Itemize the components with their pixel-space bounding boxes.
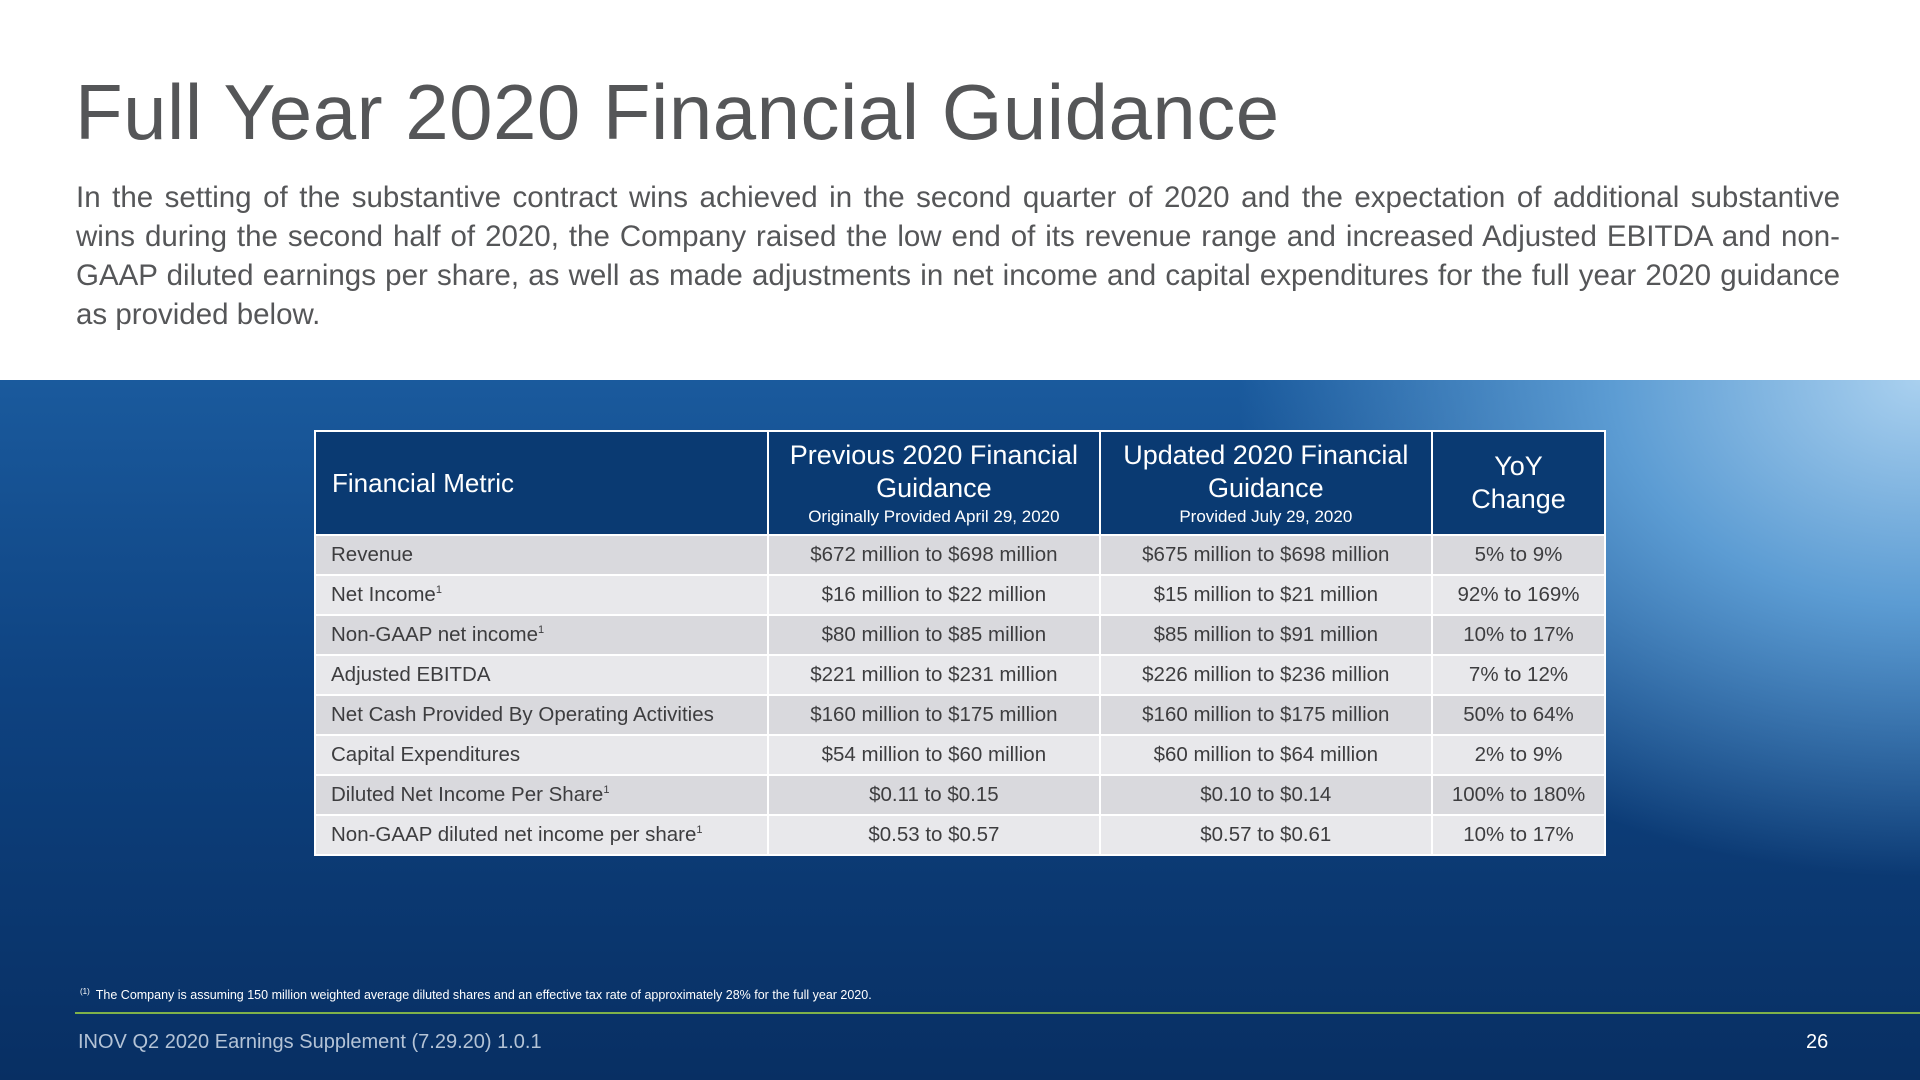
metric-label: Net Income: [331, 583, 436, 606]
intro-paragraph: In the setting of the substantive contra…: [76, 181, 1840, 331]
footnote-marker: (1): [80, 987, 90, 996]
cell-previous: $16 million to $22 million: [767, 574, 1101, 616]
cell-yoy: 100% to 180%: [1431, 774, 1606, 816]
cell-previous: $0.11 to $0.15: [767, 774, 1101, 816]
cell-updated: $0.57 to $0.61: [1098, 814, 1434, 856]
cell-metric: Capital Expenditures: [313, 734, 770, 776]
cell-yoy: 10% to 17%: [1431, 614, 1606, 656]
table-header-row: Financial Metric Previous 2020 Financial…: [313, 430, 1606, 536]
table-row: Adjusted EBITDA $221 million to $231 mill…: [313, 654, 1606, 696]
metric-label: Net Cash Provided By Operating Activitie…: [331, 703, 714, 726]
metric-label: Non-GAAP diluted net income per share: [331, 823, 697, 846]
metric-label: Revenue: [331, 543, 414, 566]
header-financial-metric: Financial Metric: [313, 430, 770, 536]
cell-previous: $672 million to $698 million: [767, 534, 1101, 576]
cell-metric: Non-GAAP diluted net income per share1: [313, 814, 770, 856]
cell-updated: $675 million to $698 million: [1098, 534, 1434, 576]
cell-metric: Net Cash Provided By Operating Activitie…: [313, 694, 770, 736]
footnote: (1) The Company is assuming 150 million w…: [80, 987, 872, 1002]
cell-updated: $60 million to $64 million: [1098, 734, 1434, 776]
cell-updated: $85 million to $91 million: [1098, 614, 1434, 656]
cell-metric: Net Income1: [313, 574, 770, 616]
table-row: Net Cash Provided By Operating Activitie…: [313, 694, 1606, 736]
cell-previous: $0.53 to $0.57: [767, 814, 1101, 856]
cell-yoy: 10% to 17%: [1431, 814, 1606, 856]
cell-previous: $80 million to $85 million: [767, 614, 1101, 656]
cell-yoy: 92% to 169%: [1431, 574, 1606, 616]
header-updated-sublabel: Provided July 29, 2020: [1179, 506, 1353, 526]
footnote-reference: 1: [435, 584, 442, 597]
cell-previous: $160 million to $175 million: [767, 694, 1101, 736]
table-row: Diluted Net Income Per Share1 $0.11 to $0…: [313, 774, 1606, 816]
footer-document-label: INOV Q2 2020 Earnings Supplement (7.29.2…: [78, 1031, 542, 1053]
footnote-reference: 1: [603, 784, 610, 797]
cell-updated: $15 million to $21 million: [1098, 574, 1434, 616]
metric-label: Diluted Net Income Per Share: [331, 783, 604, 806]
cell-updated: $0.10 to $0.14: [1098, 774, 1434, 816]
cell-yoy: 50% to 64%: [1431, 694, 1606, 736]
cell-metric: Adjusted EBITDA: [313, 654, 770, 696]
metric-label: Capital Expenditures: [331, 743, 521, 766]
cell-yoy: 2% to 9%: [1431, 734, 1606, 776]
header-updated-guidance: Updated 2020 Financial Guidance Provided…: [1098, 430, 1434, 536]
cell-previous: $221 million to $231 million: [767, 654, 1101, 696]
header-previous-guidance: Previous 2020 Financial Guidance Origina…: [767, 430, 1101, 536]
metric-label: Adjusted EBITDA: [331, 663, 491, 686]
table-row: Capital Expenditures $54 million to $60 m…: [313, 734, 1606, 776]
header-previous-sublabel: Originally Provided April 29, 2020: [808, 506, 1060, 526]
header-previous-label: Previous 2020 Financial Guidance: [789, 439, 1078, 503]
page-number: 26: [1806, 1031, 1829, 1053]
cell-metric: Revenue: [313, 534, 770, 576]
header-yoy-label: YoY Change: [1471, 451, 1566, 514]
slide-title: Full Year 2020 Financial Guidance: [75, 68, 1280, 156]
header-yoy-change: YoY Change: [1431, 430, 1606, 536]
metric-label: Non-GAAP net income: [331, 623, 539, 646]
guidance-table: Financial Metric Previous 2020 Financial…: [313, 430, 1606, 856]
table-row: Revenue $672 million to $698 million $675 …: [313, 534, 1606, 576]
header-updated-label: Updated 2020 Financial Guidance: [1123, 439, 1409, 503]
cell-updated: $160 million to $175 million: [1098, 694, 1434, 736]
table-row: Net Income1 $16 million to $22 million $15…: [313, 574, 1606, 616]
table-row: Non-GAAP diluted net income per share1 $0…: [313, 814, 1606, 856]
table-row: Non-GAAP net income1 $80 million to $85 m…: [313, 614, 1606, 656]
cell-updated: $226 million to $236 million: [1098, 654, 1434, 696]
cell-yoy: 7% to 12%: [1431, 654, 1606, 696]
cell-yoy: 5% to 9%: [1431, 534, 1606, 576]
footnote-reference: 1: [696, 824, 703, 837]
cell-metric: Non-GAAP net income1: [313, 614, 770, 656]
footnote-text: The Company is assuming 150 million weig…: [95, 988, 872, 1003]
cell-previous: $54 million to $60 million: [767, 734, 1101, 776]
footer-divider: [75, 1012, 1920, 1014]
cell-metric: Diluted Net Income Per Share1: [313, 774, 770, 816]
footnote-reference: 1: [538, 624, 545, 637]
